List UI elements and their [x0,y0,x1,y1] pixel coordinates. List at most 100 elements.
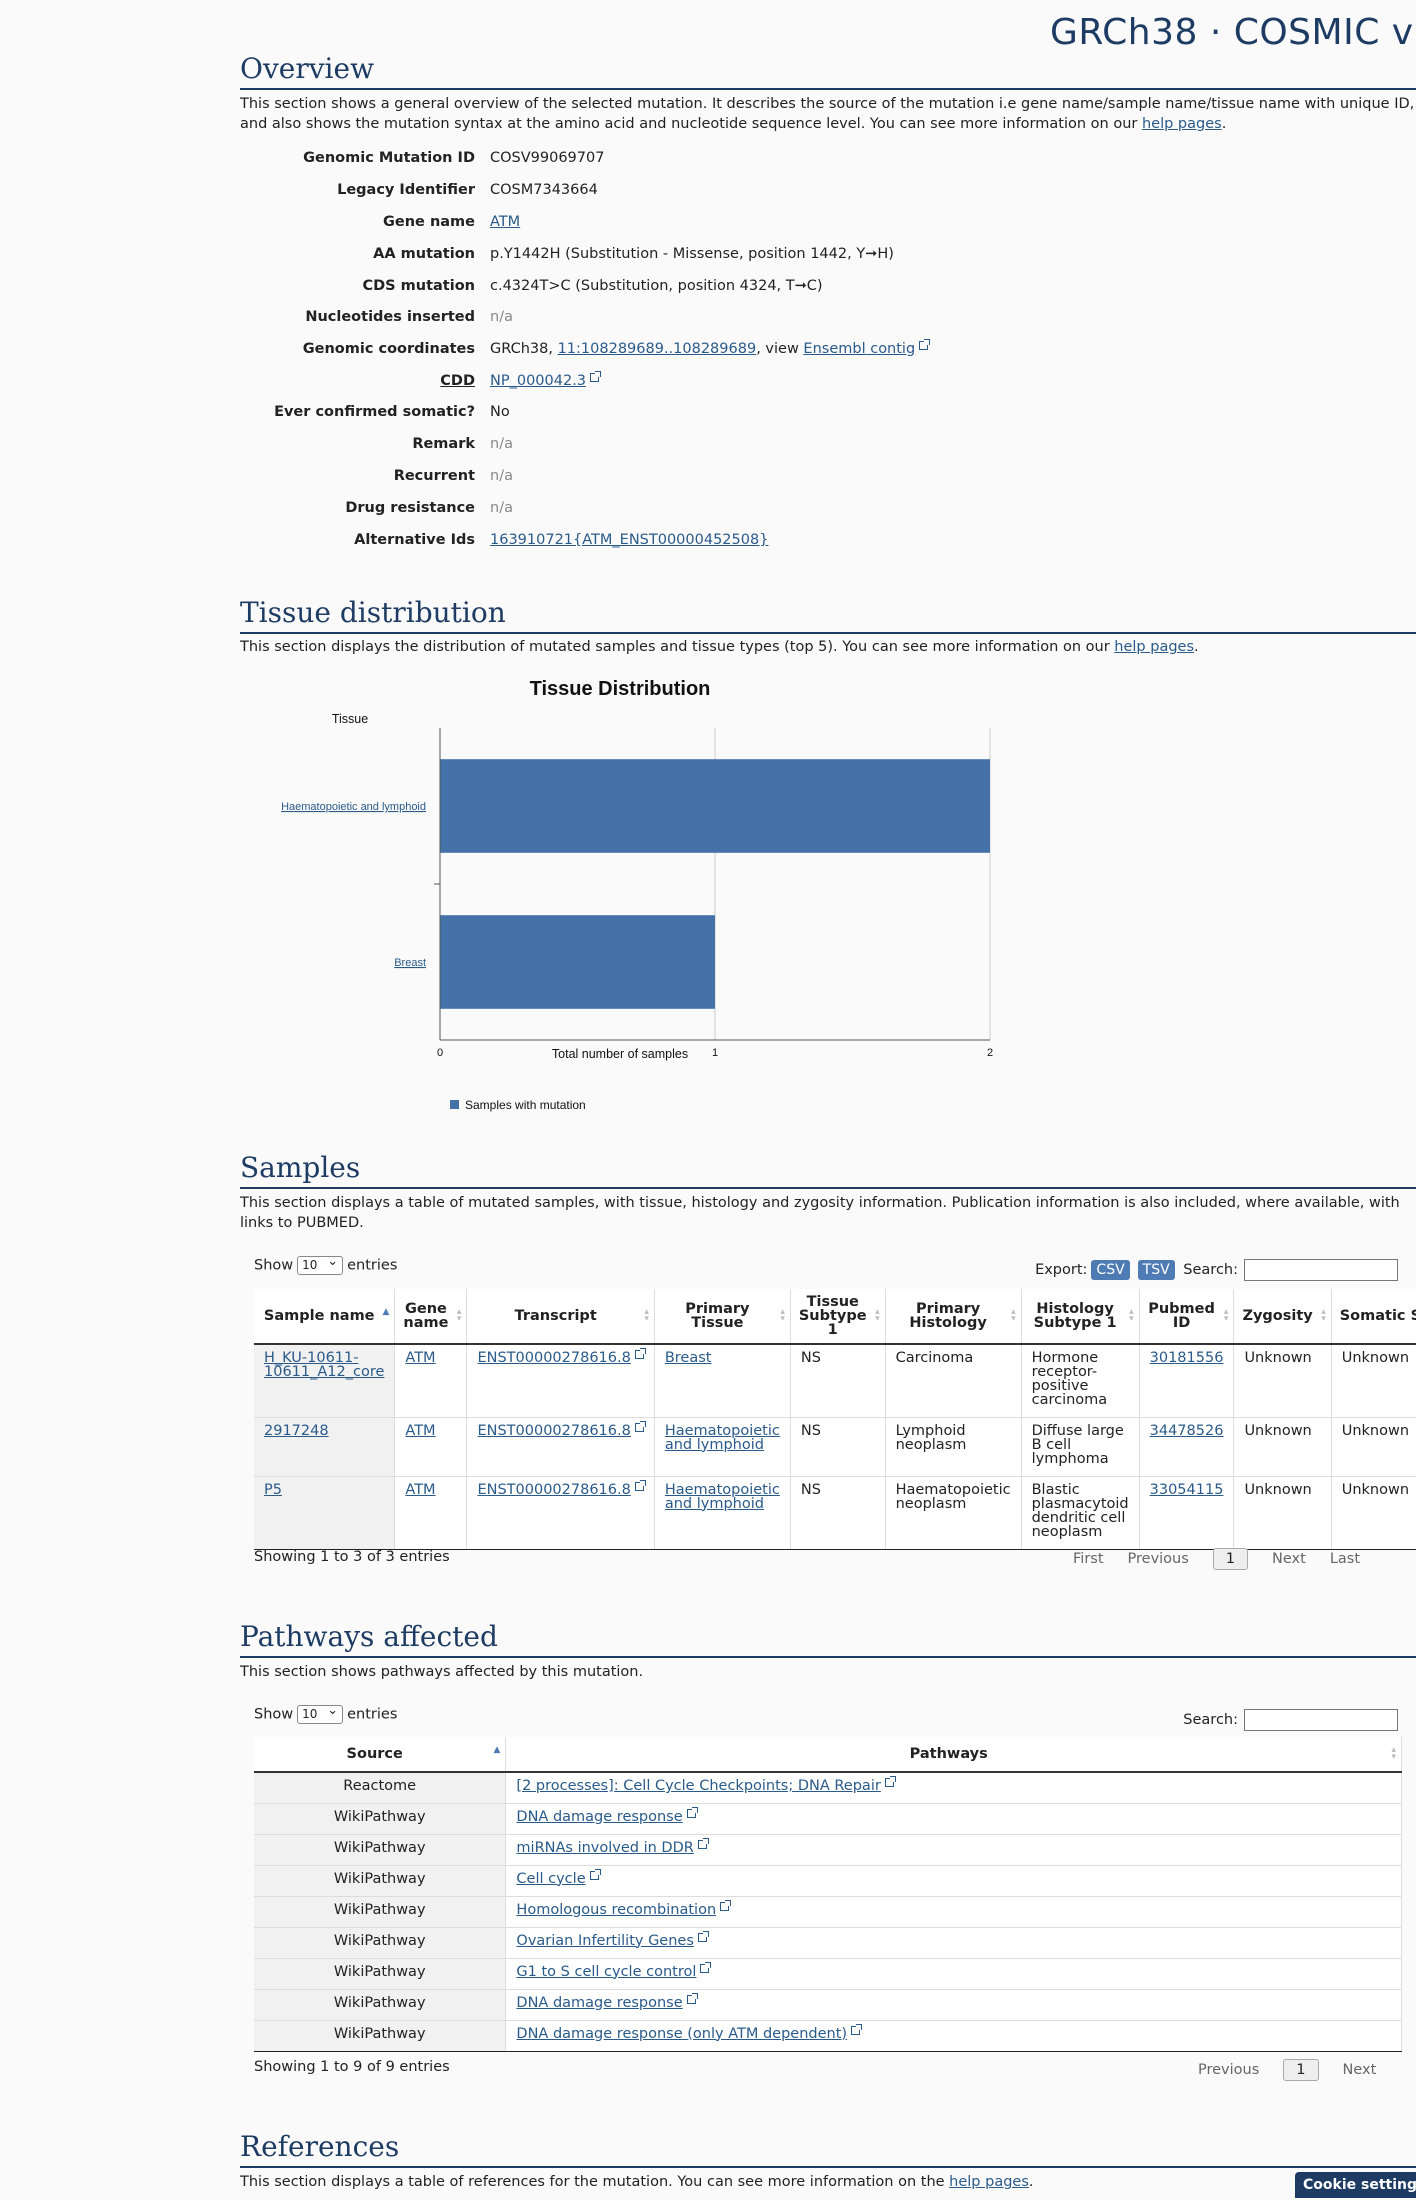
pathways-search-input[interactable] [1244,1709,1398,1731]
gene-link[interactable]: ATM [405,1422,436,1439]
chart-bar[interactable] [440,915,715,1009]
pathway-link[interactable]: miRNAs involved in DDR [516,1839,694,1856]
last-page-button[interactable]: Last [1329,1551,1361,1567]
chart-bar[interactable] [440,759,990,853]
source-cell: WikiPathway [254,2020,507,2052]
chart-title: Tissue Distribution [530,678,711,700]
gene-link[interactable]: ATM [405,1481,436,1498]
samples-search-input[interactable] [1244,1259,1398,1281]
samples-table-info: Showing 1 to 3 of 3 entries [254,1549,450,1565]
external-link-icon [634,1479,646,1491]
col-pubmed-id[interactable]: Pubmed ID ▴ ▾ [1139,1289,1235,1345]
chart-category-link[interactable]: Haematopoietic and lymphoid [281,801,426,813]
source-cell: WikiPathway [254,1803,507,1835]
pathways-entries-select[interactable]: 10 [297,1702,344,1724]
genomic-coordinates-link[interactable]: 11:108289689..108289689 [557,341,757,357]
somatic-status-cell: Unknown [1331,1417,1416,1477]
col-zygosity[interactable]: Zygosity ▴ ▾ [1233,1289,1332,1345]
sample-name-link[interactable]: H_KU-10611-10611_A12_core [264,1350,385,1380]
previous-page-button[interactable]: Previous [1198,2062,1260,2078]
col-somatic-status[interactable]: Somatic Status [1331,1289,1416,1345]
alternative-id-link[interactable]: 163910721{ATM_ENST00000452508} [490,532,769,548]
pathway-link[interactable]: G1 to S cell cycle control [516,1963,697,1980]
tissue-link[interactable]: Breast [664,1350,712,1366]
first-page-button[interactable]: First [1073,1551,1104,1567]
references-heading: References [240,2130,1416,2168]
external-link-icon [697,1837,709,1849]
zygosity-cell: Unknown [1233,1417,1332,1477]
transcript-link[interactable]: ENST00000278616.8 [477,1481,631,1498]
table-row: WikiPathway DNA damage response [254,1989,1402,2021]
col-transcript[interactable]: Transcript ▴ ▾ [466,1289,655,1345]
references-description: This section displays a table of referen… [240,2174,1034,2190]
external-link-icon [700,1961,712,1973]
table-row: 2917248 ATM ENST00000278616.8 Haematopoi… [254,1417,1416,1477]
source-cell: WikiPathway [254,1927,507,1959]
sample-name-link[interactable]: 2917248 [264,1422,329,1439]
samples-entries-select[interactable]: 10 [297,1253,344,1275]
external-link-icon [590,371,602,382]
col-histology-subtype[interactable]: Histology Subtype 1 ▴ ▾ [1021,1289,1140,1345]
next-page-button[interactable]: Next [1272,1551,1306,1567]
chart-tick-labels: 0 1 2 [437,1047,993,1059]
table-row: WikiPathway DNA damage response [254,1803,1402,1835]
sample-name-link[interactable]: P5 [264,1481,282,1498]
tissue-link[interactable]: Haematopoietic and lymphoid [664,1422,780,1453]
pathway-link[interactable]: [2 processes]: Cell Cycle Checkpoints; D… [516,1778,881,1794]
transcript-link[interactable]: ENST00000278616.8 [477,1350,631,1366]
pubmed-link[interactable]: 34478526 [1149,1422,1224,1439]
cookie-settings-button[interactable]: Cookie settings [1295,2172,1416,2198]
col-source[interactable]: Source ▲ [254,1737,507,1773]
pathway-link[interactable]: DNA damage response (only ATM dependent) [516,2025,848,2042]
source-cell: WikiPathway [254,1958,507,1990]
pathway-link[interactable]: Ovarian Infertility Genes [516,1932,694,1949]
ensembl-contig-link[interactable]: Ensembl contig [803,341,916,357]
source-cell: WikiPathway [254,1896,507,1928]
chart-legend-label: Samples with mutation [465,1098,586,1112]
export-csv-button[interactable]: CSV [1091,1260,1130,1280]
pathway-link[interactable]: Homologous recombination [516,1901,717,1918]
tissue-heading: Tissue distribution [240,596,1416,634]
pathway-link[interactable]: DNA damage response [516,1994,683,2011]
export-tsv-button[interactable]: TSV [1137,1260,1175,1280]
gene-name-link[interactable]: ATM [490,214,521,230]
table-row: P5 ATM ENST00000278616.8 Haematopoietic … [254,1476,1416,1550]
table-row: WikiPathway Ovarian Infertility Genes [254,1927,1402,1959]
histology-cell: Lymphoid neoplasm [885,1417,1022,1477]
pathway-link[interactable]: Cell cycle [516,1870,586,1887]
cdd-link[interactable]: NP_000042.3 [490,373,587,389]
col-tissue-subtype[interactable]: Tissue Subtype 1 ▴ ▾ [790,1289,886,1345]
col-primary-histology[interactable]: Primary Histology ▴ ▾ [885,1289,1022,1345]
table-row: WikiPathway miRNAs involved in DDR [254,1834,1402,1866]
histology-subtype-cell: Blastic plasmacytoid dendritic cell neop… [1021,1476,1140,1550]
col-sample-name[interactable]: Sample name ▲ [254,1289,396,1345]
chart-x-axis-label: Total number of samples [552,1047,688,1061]
col-primary-tissue[interactable]: Primary Tissue ▴ ▾ [654,1289,791,1345]
external-link-icon [884,1776,896,1787]
external-link-icon [720,1899,732,1911]
tissue-subtype-cell: NS [790,1344,886,1418]
external-link-icon [589,1868,601,1880]
tissue-link[interactable]: Haematopoietic and lymphoid [664,1481,780,1512]
references-help-link[interactable]: help pages [949,2174,1029,2190]
col-gene-name[interactable]: Gene name ▴ ▾ [394,1289,468,1345]
transcript-link[interactable]: ENST00000278616.8 [477,1422,631,1439]
col-pathways[interactable]: Pathways ▴ ▾ [505,1737,1402,1773]
table-row: WikiPathway G1 to S cell cycle control [254,1958,1402,1990]
chart-category-link[interactable]: Breast [394,957,426,969]
tissue-help-link[interactable]: help pages [1114,639,1195,655]
pubmed-link[interactable]: 30181556 [1149,1350,1224,1366]
next-page-button[interactable]: Next [1342,2062,1377,2078]
source-cell: WikiPathway [254,1989,507,2021]
previous-page-button[interactable]: Previous [1127,1551,1189,1567]
pathway-link[interactable]: DNA damage response [516,1808,683,1825]
gene-link[interactable]: ATM [405,1350,436,1366]
source-cell: WikiPathway [254,1834,507,1866]
page-1-button[interactable]: 1 [1283,2059,1319,2081]
pubmed-link[interactable]: 33054115 [1149,1481,1224,1498]
overview-help-link[interactable]: help pages [1141,116,1222,132]
pathways-table: Source ▲ Pathways ▴ ▾ Reactome [2 processes]… [254,1737,1402,2052]
samples-table: Sample name ▲ Gene name ▴ ▾ Transcript ▴ ▾ Pr… [254,1289,1416,1550]
page-1-button[interactable]: 1 [1212,1548,1249,1570]
source-cell: WikiPathway [254,1865,507,1897]
